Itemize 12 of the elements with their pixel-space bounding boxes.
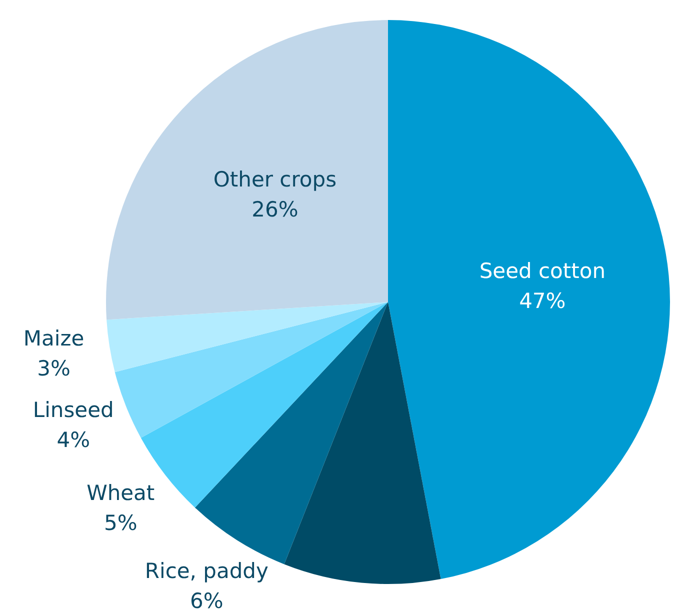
slice-label: Wheat bbox=[86, 480, 155, 505]
data-label: 26% bbox=[252, 197, 298, 222]
slice-label: Rice, paddy bbox=[144, 559, 268, 584]
data-label: 47% bbox=[519, 288, 566, 313]
slice-label: Seed cotton bbox=[479, 258, 606, 283]
data-label: 5% bbox=[104, 510, 138, 535]
slice-label: Maize bbox=[23, 326, 84, 350]
data-label: 4% bbox=[56, 428, 90, 452]
slice-label: Other crops bbox=[213, 167, 337, 192]
slice-label: Linseed bbox=[32, 398, 114, 422]
data-label: 3% bbox=[37, 356, 70, 380]
data-label: 6% bbox=[190, 589, 224, 614]
